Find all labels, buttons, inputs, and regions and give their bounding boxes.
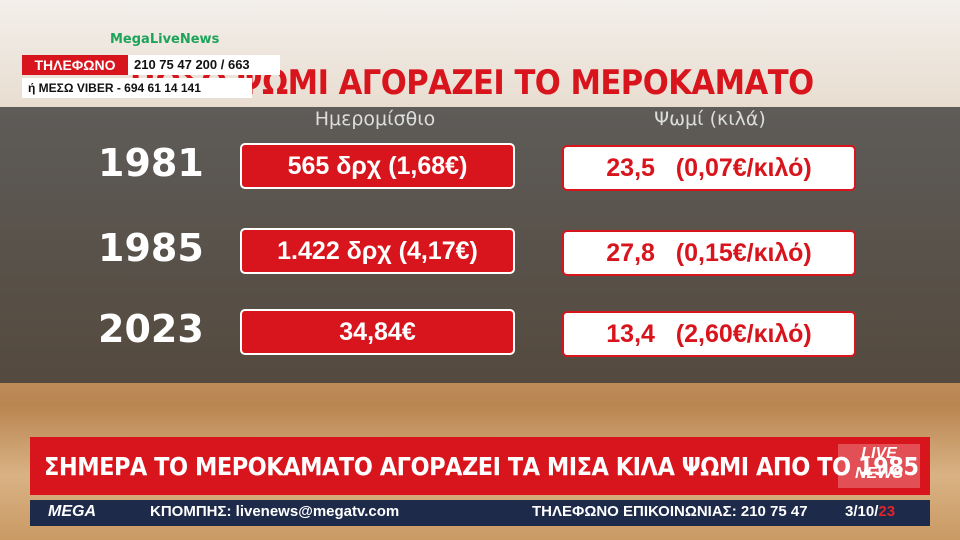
logo-text: NEWS: [855, 465, 903, 482]
bread-cell: 23,5 (0,07€/κιλό): [562, 145, 856, 191]
wage-cell: 1.422 δρχ (4,17€): [240, 228, 515, 274]
year-label: 2023: [98, 307, 204, 351]
date: 3/10/23: [845, 503, 895, 520]
phone-label: ΤΗΛΕΦΩΝΟ: [22, 55, 128, 75]
contact: ΤΗΛΕΦΩΝΟ ΕΠΙΚΟΙΝΩΝΙΑΣ: 210 75 47: [532, 503, 808, 520]
channel: MEGA: [48, 503, 96, 520]
bread-cell: 27,8 (0,15€/κιλό): [562, 230, 856, 276]
logo-text: LIVE: [861, 445, 897, 462]
headline: ΣΗΜΕΡΑ ΤΟ ΜΕΡΟΚΑΜΑΤΟ ΑΓΟΡΑΖΕΙ ΤΑ ΜΙΣΑ ΚΙ…: [44, 452, 919, 481]
brand: MegaLiveNews: [110, 32, 220, 47]
ticker-bar: [30, 500, 930, 526]
wage-cell: 34,84€: [240, 309, 515, 355]
live-news-logo: LIVE NEWS: [838, 444, 920, 488]
bread-cell: 13,4 (2,60€/κιλό): [562, 311, 856, 357]
headline-bar: [30, 437, 930, 495]
year-label: 1981: [98, 141, 204, 185]
column-header: Ημερομίσθιο: [314, 108, 436, 130]
date-year: 23: [878, 503, 896, 520]
phone-number: 210 75 47 200 / 663: [128, 55, 280, 75]
column-header: Ψωμί (κιλά): [654, 108, 766, 130]
date-text: 3/10/: [845, 503, 879, 520]
year-label: 1985: [98, 226, 204, 270]
viber: ή ΜΕΣΩ VIBER - 694 61 14 141: [22, 78, 252, 98]
wage-cell: 565 δρχ (1,68€): [240, 143, 515, 189]
email: ΚΠΟΜΠΗΣ: livenews@megatv.com: [150, 503, 400, 520]
